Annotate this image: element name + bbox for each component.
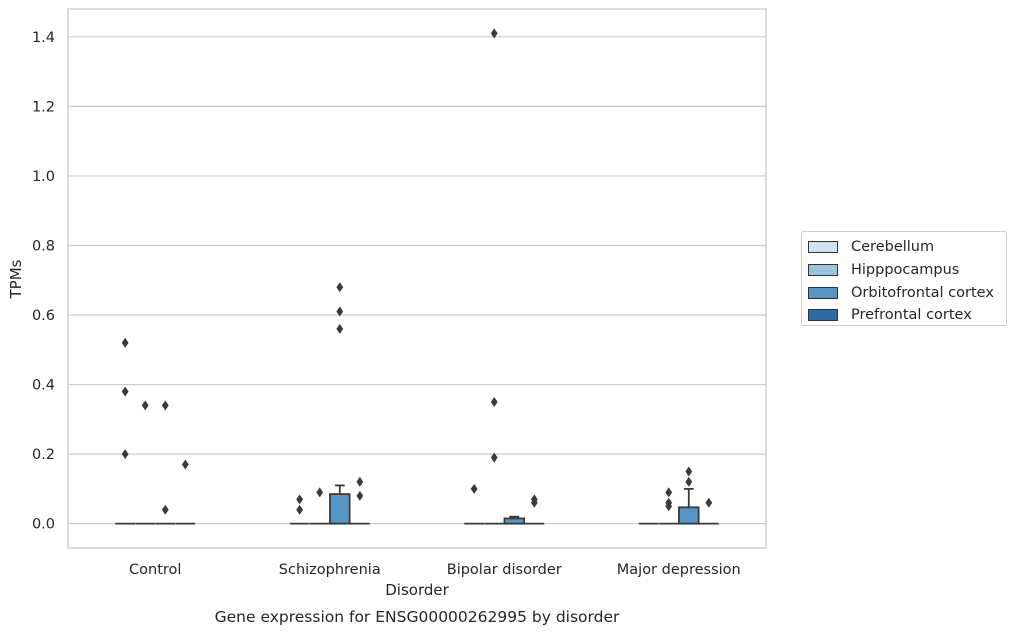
legend-swatch bbox=[808, 264, 838, 277]
outlier-point bbox=[316, 487, 324, 498]
outlier-point bbox=[336, 323, 344, 334]
outlier-point bbox=[356, 476, 364, 487]
x-tick-label: Control bbox=[129, 562, 181, 578]
outlier-point bbox=[490, 28, 498, 39]
x-axis-label: Disorder bbox=[385, 581, 449, 599]
x-tick-label: Major depression bbox=[617, 562, 741, 578]
outlier-point bbox=[121, 337, 129, 348]
legend-label: Hipppocampus bbox=[851, 262, 960, 279]
outlier-point bbox=[665, 487, 673, 498]
x-tick-label: Bipolar disorder bbox=[447, 562, 562, 578]
y-tick-label: 1.2 bbox=[32, 99, 55, 115]
outlier-points bbox=[121, 28, 713, 515]
outlier-point bbox=[181, 459, 189, 470]
legend-label: Orbitofrontal cortex bbox=[851, 284, 994, 301]
legend-swatch bbox=[808, 241, 838, 254]
x-tick-label: Schizophrenia bbox=[279, 562, 381, 578]
outlier-point bbox=[121, 386, 129, 397]
outlier-point bbox=[121, 449, 129, 460]
legend: Cerebellum Hipppocampus Orbitofrontal co… bbox=[801, 231, 1007, 326]
y-tick-label: 0.8 bbox=[32, 238, 55, 254]
outlier-point bbox=[470, 483, 478, 494]
outlier-point bbox=[336, 306, 344, 317]
plot-area-frame bbox=[67, 8, 767, 549]
legend-item-orbitofrontal-cortex: Orbitofrontal cortex bbox=[808, 281, 1006, 304]
outlier-point bbox=[705, 497, 713, 508]
outlier-point bbox=[490, 396, 498, 407]
outlier-point bbox=[490, 452, 498, 463]
outlier-point bbox=[336, 282, 344, 293]
legend-swatch bbox=[808, 286, 838, 299]
legend-item-prefrontal-cortex: Prefrontal cortex bbox=[808, 304, 1006, 327]
outlier-point bbox=[356, 490, 364, 501]
y-tick-label: 0.0 bbox=[32, 517, 55, 533]
chart-title: Gene expression for ENSG00000262995 by d… bbox=[215, 608, 620, 626]
y-tick-label: 1.0 bbox=[32, 169, 55, 185]
y-tick-label: 1.4 bbox=[32, 30, 55, 46]
y-tick-label: 0.2 bbox=[32, 447, 55, 463]
outlier-point bbox=[665, 497, 673, 508]
y-gridlines bbox=[68, 36, 766, 525]
y-tick-label: 0.6 bbox=[32, 308, 55, 324]
outlier-point bbox=[685, 476, 693, 487]
y-axis-label: TPMs bbox=[7, 259, 25, 299]
outlier-point bbox=[296, 504, 304, 515]
box bbox=[678, 506, 700, 525]
legend-label: Prefrontal cortex bbox=[851, 307, 972, 324]
y-tick-labels: 0.0 0.2 0.4 0.6 0.8 1.0 1.2 1.4 bbox=[32, 30, 55, 533]
outlier-point bbox=[685, 466, 693, 477]
outlier-point bbox=[141, 400, 149, 411]
outlier-point bbox=[161, 400, 169, 411]
legend-item-cerebellum: Cerebellum bbox=[808, 236, 1006, 259]
legend-item-hippocampus: Hipppocampus bbox=[808, 259, 1006, 282]
outlier-point bbox=[296, 494, 304, 505]
boxes bbox=[115, 484, 719, 525]
box bbox=[329, 493, 351, 525]
legend-swatch bbox=[808, 309, 838, 322]
outlier-point bbox=[530, 494, 538, 505]
outlier-point bbox=[161, 504, 169, 515]
legend-label: Cerebellum bbox=[851, 239, 935, 256]
y-tick-label: 0.4 bbox=[32, 378, 55, 394]
x-tick-labels: Control Schizophrenia Bipolar disorder Majo… bbox=[129, 562, 741, 578]
